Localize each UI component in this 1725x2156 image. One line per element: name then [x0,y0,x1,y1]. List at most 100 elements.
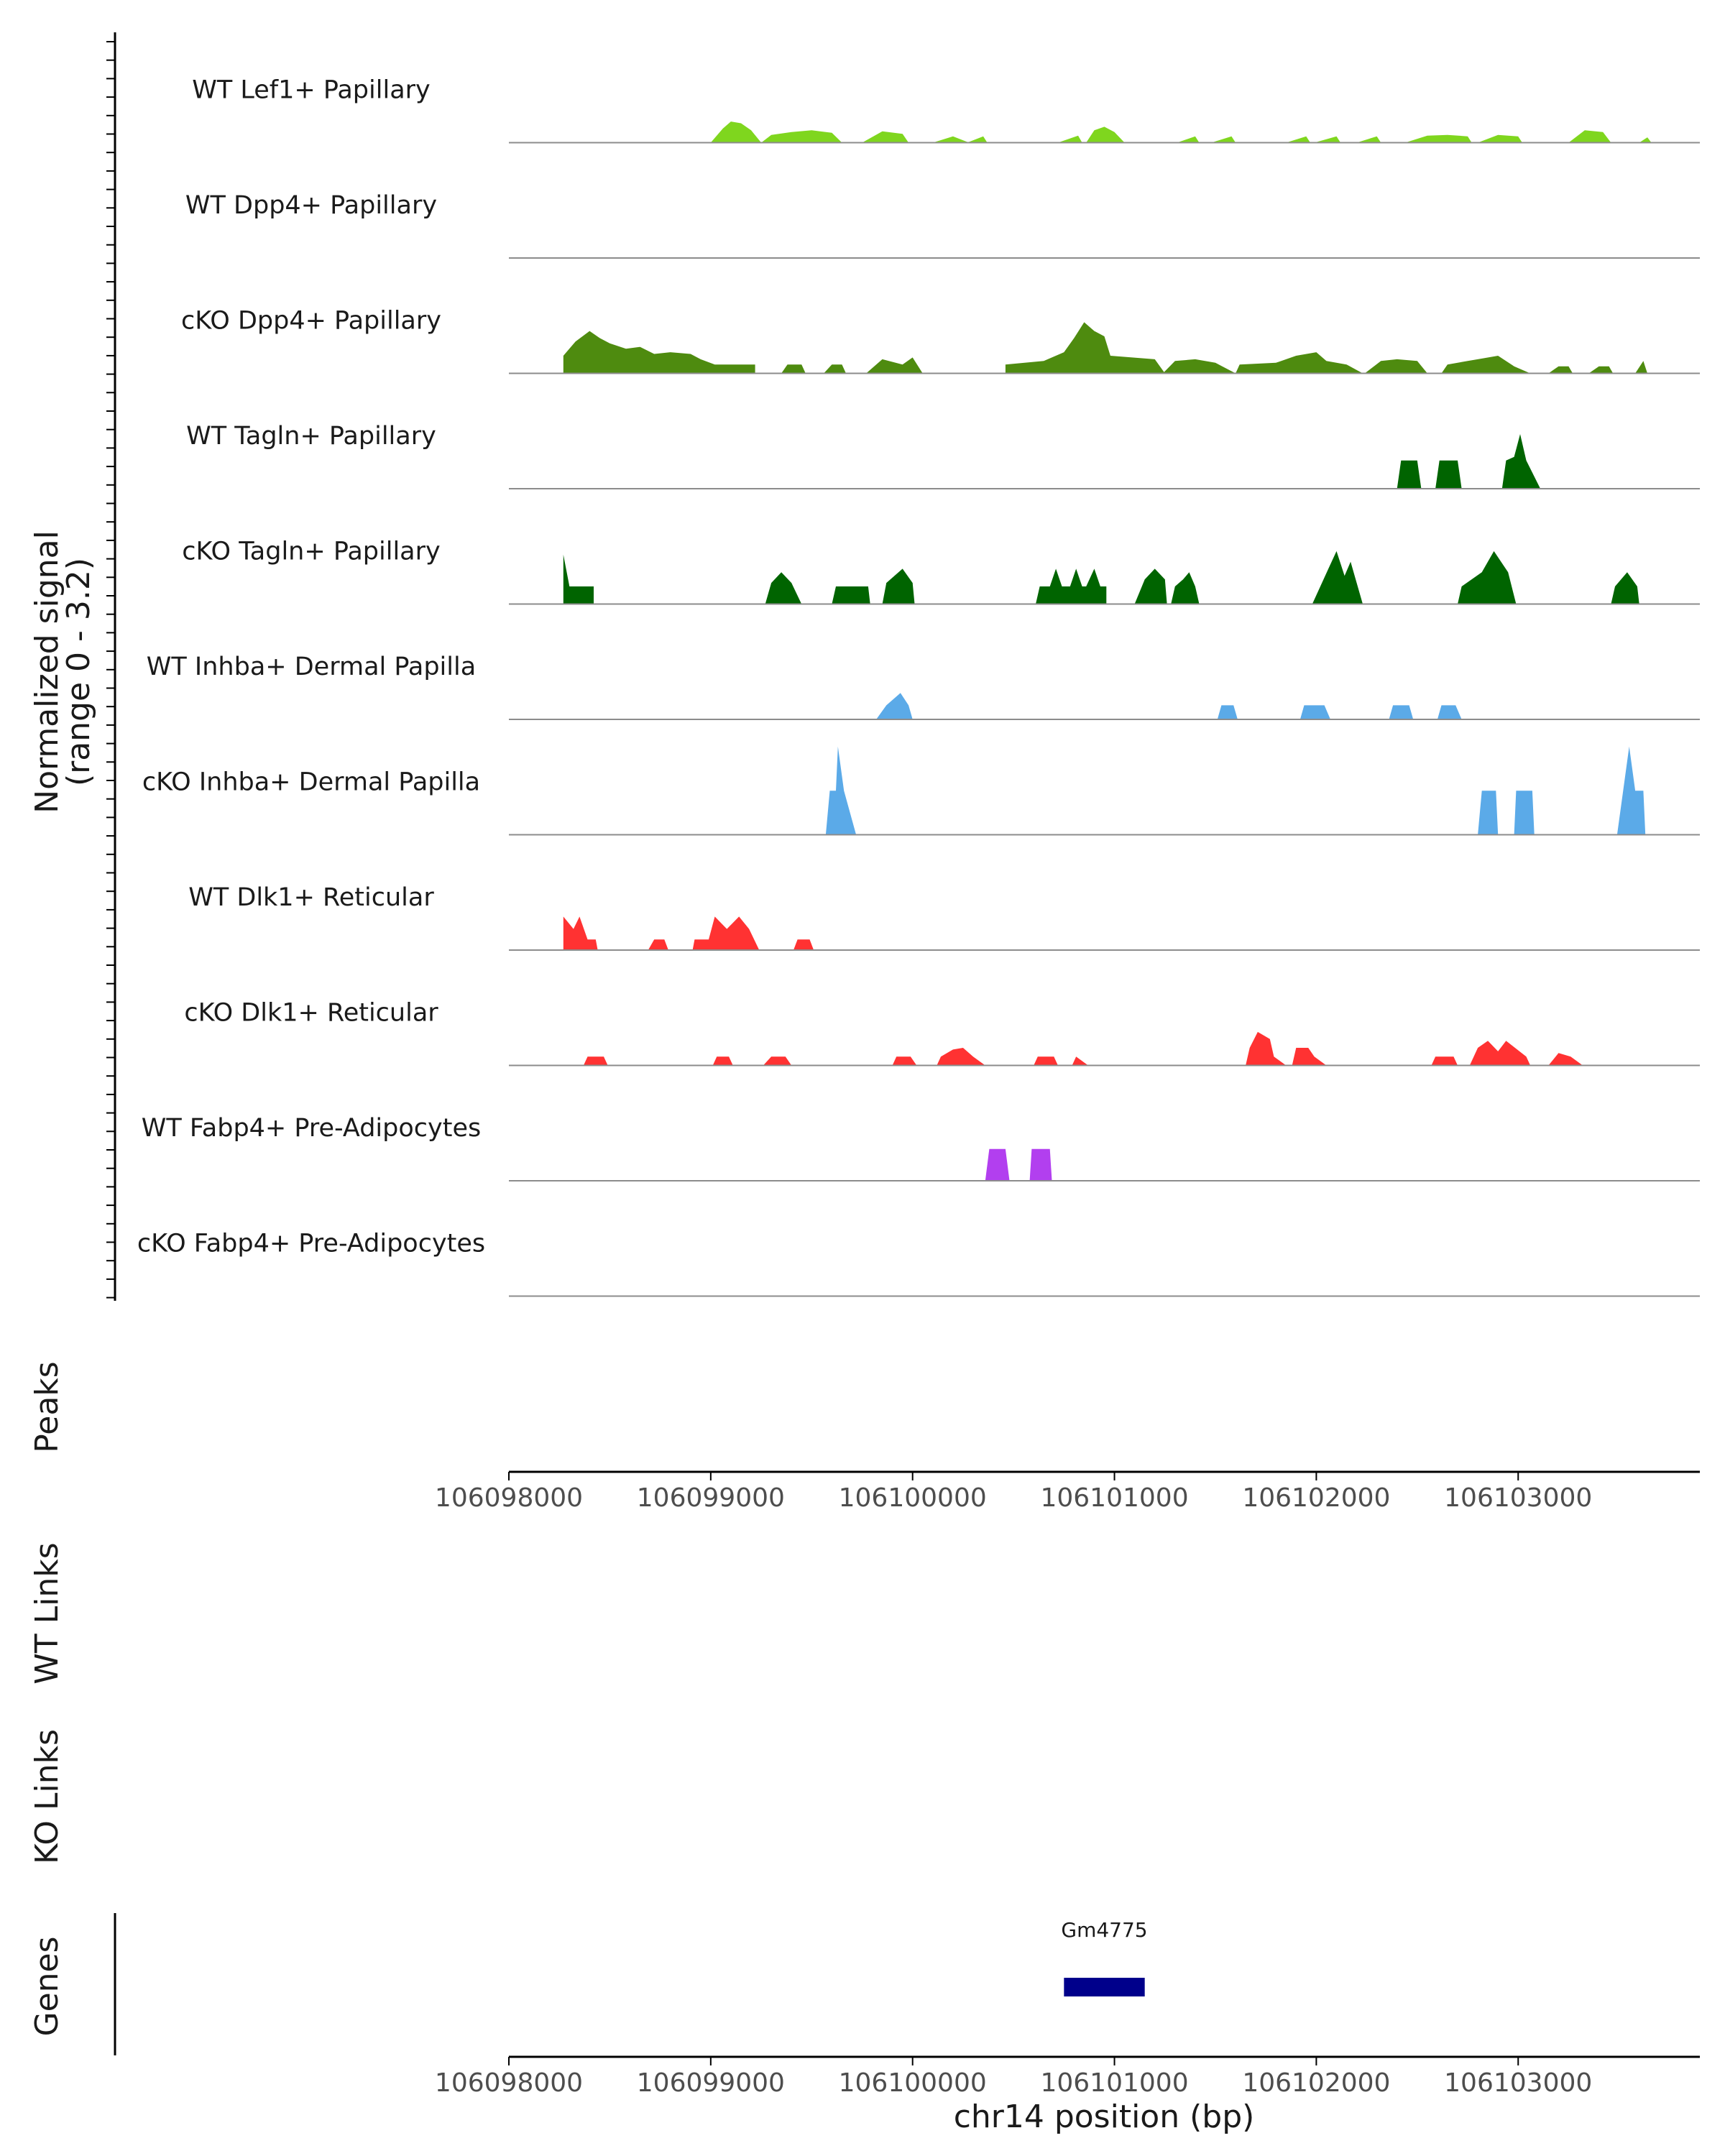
genes-panel-label: Genes [29,1936,65,2036]
coverage-peak [563,916,598,950]
x-tick-label: 106099000 [637,2068,785,2098]
coverage-peak [563,331,755,374]
coverage-peak [1211,136,1236,143]
track-4: WT Tagln+ Papillary [186,422,1700,489]
coverage-peak [824,364,846,374]
position-axis-bottom: 106098000 106099000 106100000 106101000 1061… [435,2055,1700,2098]
track-label: WT Dpp4+ Papillary [185,191,437,220]
coverage-peak [1217,705,1238,719]
coverage-peak [1469,1041,1531,1066]
track-label: WT Dlk1+ Reticular [188,883,434,912]
wt-links-panel-label: WT Links [29,1542,65,1684]
coverage-peak [648,939,668,950]
peaks-panel-label: Peaks [29,1361,65,1452]
coverage-peak [1005,322,1165,374]
coverage-peak [1635,361,1647,374]
track-8: WT Dlk1+ Reticular [188,883,1700,951]
coverage-peak [937,1048,985,1066]
x-tick-label: 106103000 [1444,1483,1592,1513]
track-11: cKO Fabp4+ Pre-Adipocytes [137,1230,1700,1297]
coverage-peak [1441,356,1531,374]
track-5: cKO Tagln+ Papillary [182,538,1700,605]
gene-annotations: Gm4775 [1061,1918,1148,1996]
coverage-peak [1437,705,1462,719]
track-1: WT Lef1+ Papillary [192,76,1700,144]
track-7: cKO Inhba+ Dermal Papilla [142,746,1700,836]
coverage-peak [1086,126,1125,143]
coverage-peak [876,693,913,719]
coverage-peak [1029,1148,1052,1181]
coverage-peak [563,554,594,604]
track-label: cKO Dpp4+ Papillary [181,307,441,336]
x-tick-label: 106100000 [839,1483,987,1513]
x-tick-label: 106102000 [1242,2068,1390,2098]
coverage-peak [1514,791,1535,835]
coverage-peak [763,1056,792,1066]
track-2: WT Dpp4+ Papillary [185,191,1700,259]
coverage-peak [892,1056,917,1066]
coverage-y-label-line1: Normalized signal [29,530,65,814]
x-axis-title: chr14 position (bp) [954,2099,1255,2135]
coverage-peak [1405,134,1472,143]
coverage-peak [794,939,814,950]
track-label: WT Tagln+ Papillary [186,422,436,451]
coverage-peak [1356,136,1381,143]
coverage-peak [1162,359,1236,374]
track-10: WT Fabp4+ Pre-Adipocytes [142,1114,1700,1181]
coverage-peak [1312,550,1363,604]
coverage-peak [1639,137,1652,143]
coverage-peak [1548,366,1573,374]
coverage-peak [781,364,806,374]
position-axis-top: 106098000 106099000 106100000 106101000 1061… [435,1470,1700,1513]
coverage-peak [583,1056,608,1066]
coverage-peak [1236,352,1363,374]
coverage-peak [985,1148,1010,1181]
coverage-peak [1431,1056,1458,1066]
track-label: WT Fabp4+ Pre-Adipocytes [142,1114,481,1143]
x-tick-label: 106103000 [1444,2068,1592,2098]
coverage-y-axis [106,32,116,1301]
coverage-peak [765,572,802,604]
gene-label: Gm4775 [1061,1918,1147,1942]
track-label: cKO Dlk1+ Reticular [184,999,438,1028]
track-label: cKO Inhba+ Dermal Papilla [142,768,480,797]
track-9: cKO Dlk1+ Reticular [184,999,1700,1067]
coverage-peak [1478,791,1499,835]
coverage-peak [932,136,970,143]
coverage-peak [862,131,909,143]
coverage-peak [1134,568,1167,604]
coverage-peak [1177,136,1200,143]
coverage-y-label-line2: (range 0 - 3.2) [60,558,97,786]
x-tick-label: 106100000 [839,2068,987,2098]
coverage-peak [1501,434,1541,489]
coverage-peak [1300,705,1330,719]
track-3: cKO Dpp4+ Papillary [181,307,1700,374]
coverage-peak [692,916,760,950]
ko-links-panel-label: KO Links [29,1729,65,1864]
coverage-peak [1568,130,1611,143]
track-label: WT Lef1+ Papillary [192,76,431,105]
coverage-peak [1397,460,1422,489]
coverage-peak [1435,460,1462,489]
x-tick-label: 106101000 [1040,1483,1188,1513]
coverage-peak [832,586,870,604]
coverage-peak [1314,136,1341,143]
coverage-tracks: WT Lef1+ Papillary WT Dpp4+ Papillary cKO … [137,76,1700,1297]
track-label: WT Inhba+ Dermal Papilla [147,653,476,681]
coverage-peak [1171,572,1200,604]
x-tick-label: 106102000 [1242,1483,1390,1513]
coverage-peak [967,136,988,143]
coverage-peak [710,121,762,143]
x-tick-label: 106099000 [637,1483,785,1513]
coverage-peak [761,130,842,143]
coverage-peak [1588,366,1614,374]
coverage-peak [1458,550,1517,604]
coverage-peak [1478,134,1522,143]
coverage-peak [1616,746,1646,835]
coverage-peak [1286,136,1310,143]
coverage-peak [825,746,857,835]
coverage-peak [1036,568,1107,604]
coverage-peak [882,568,915,604]
gene-body [1064,1978,1145,1996]
